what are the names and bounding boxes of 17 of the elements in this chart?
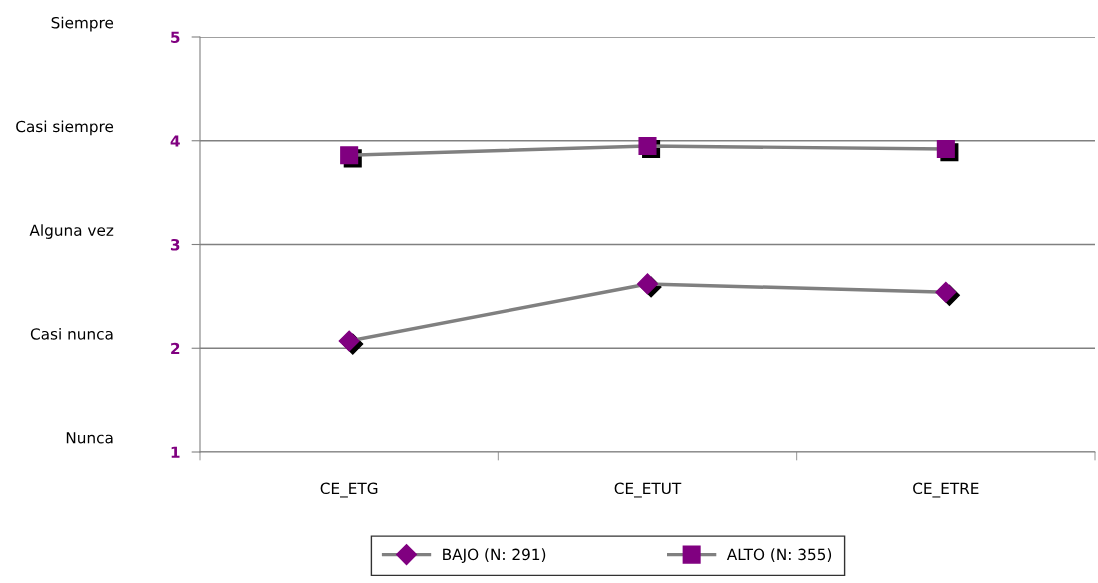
- legend-label: ALTO (N: 355): [726, 548, 832, 562]
- text: Casi nunca: [30, 327, 113, 340]
- text: Casi siempre: [16, 120, 114, 136]
- text: Nunca: [66, 432, 113, 444]
- x-tick-label: CE_ETG: [320, 482, 378, 498]
- legend-label: BAJO (N: 291): [443, 548, 546, 564]
- point: [638, 136, 657, 155]
- x-tick-label: CE_ETRE: [913, 482, 979, 498]
- y-tick-label: 3: [170, 238, 180, 251]
- x-tick-label: CE_ETUT: [614, 482, 682, 498]
- y-tick-label: 4: [170, 135, 180, 147]
- y-tick-label: 5: [171, 31, 180, 44]
- text: Siempre: [51, 16, 114, 32]
- y-tick-label: 2: [171, 342, 180, 355]
- y-tick-label: 1: [171, 446, 180, 458]
- text: Alguna vez: [29, 224, 114, 239]
- point: [936, 140, 955, 159]
